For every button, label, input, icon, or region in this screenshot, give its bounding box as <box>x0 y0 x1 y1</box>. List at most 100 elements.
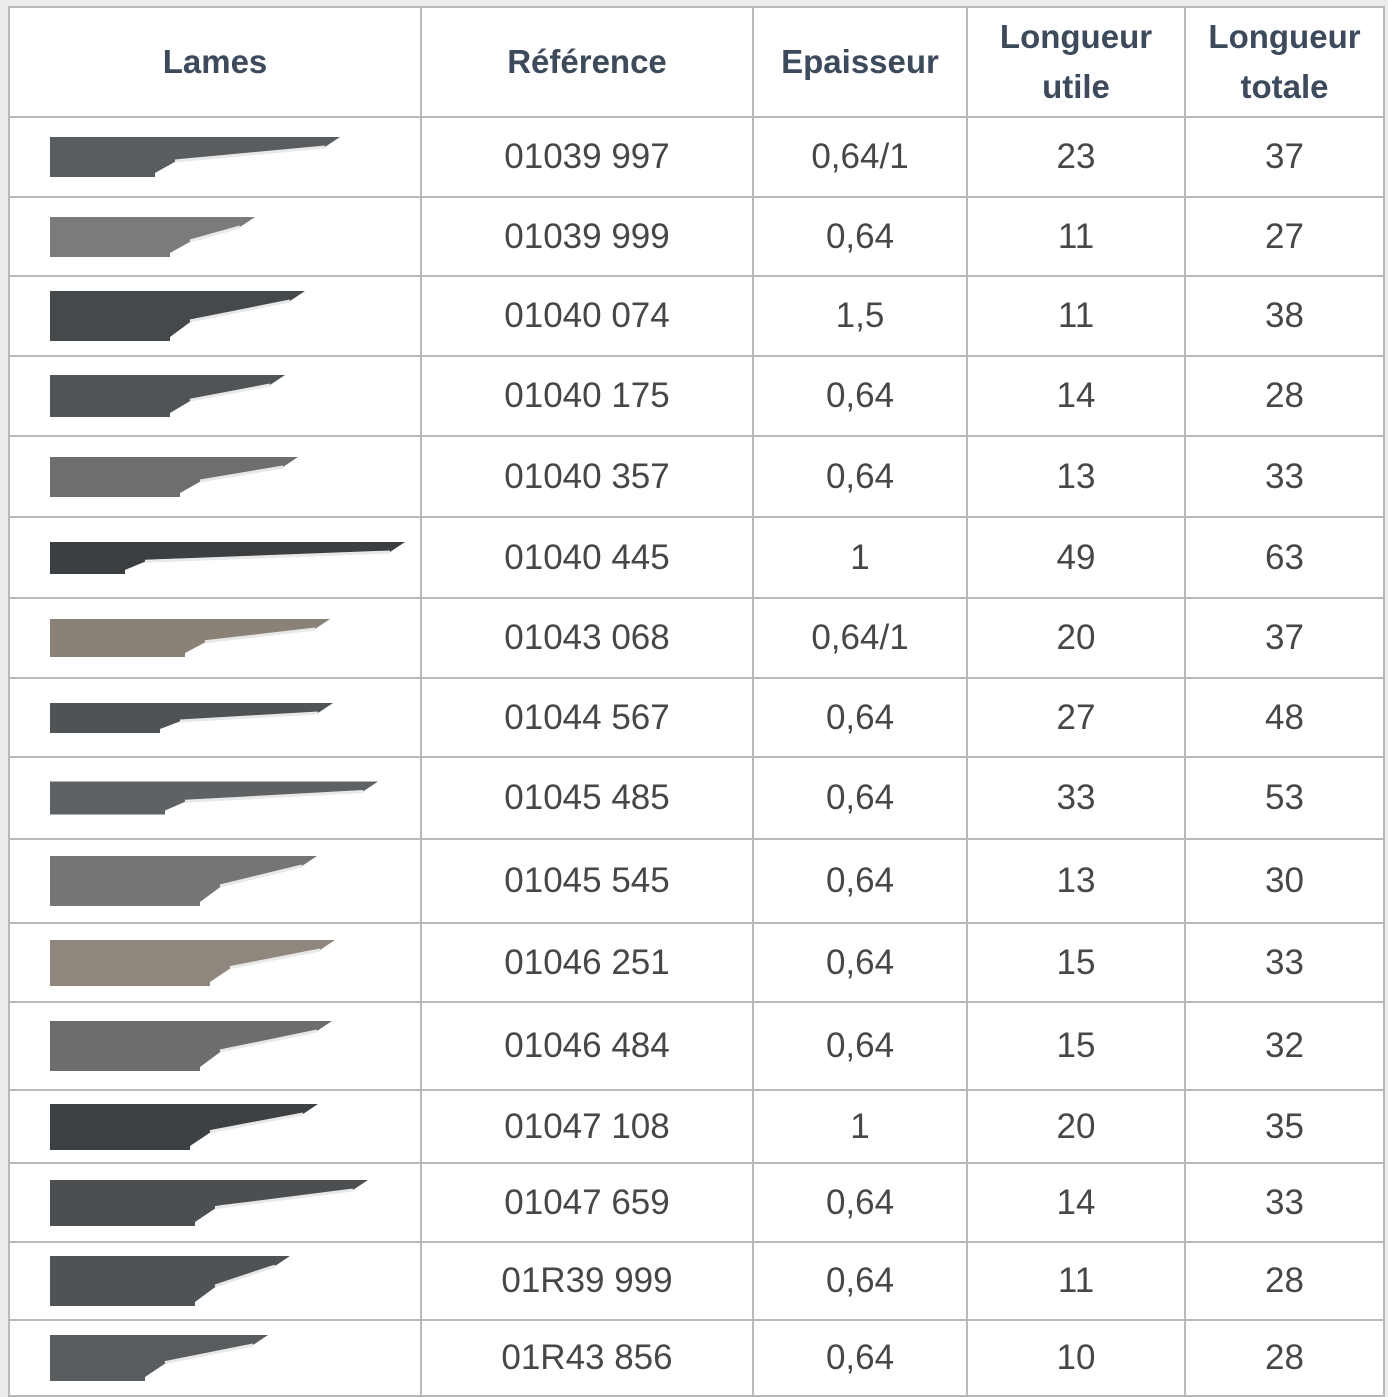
data-cell: 15 <box>967 1002 1185 1090</box>
data-cell: 33 <box>1185 923 1384 1002</box>
blade-image <box>50 447 420 507</box>
blade-image-cell <box>9 356 421 436</box>
data-cell: 33 <box>967 757 1185 839</box>
blade-image-cell <box>9 1320 421 1396</box>
blade-shape <box>50 703 333 733</box>
blade-image <box>50 127 420 187</box>
data-cell: 15 <box>967 923 1185 1002</box>
header-cell: Lames <box>9 7 421 117</box>
blade-shape <box>50 1104 318 1150</box>
blade-image <box>50 1097 420 1157</box>
data-cell: 01040 357 <box>421 436 753 517</box>
blade-shape <box>50 856 317 906</box>
blade-table-container: LamesRéférenceEpaisseurLongueur utileLon… <box>8 6 1385 1397</box>
data-cell: 0,64 <box>753 197 967 276</box>
blade-image <box>50 366 420 426</box>
header-cell: Longueur utile <box>967 7 1185 117</box>
blade-shape <box>50 1180 368 1226</box>
data-cell: 01043 068 <box>421 598 753 678</box>
data-cell: 28 <box>1185 1242 1384 1320</box>
blade-shape <box>50 940 335 986</box>
data-cell: 14 <box>967 356 1185 436</box>
blade-image-cell <box>9 678 421 757</box>
data-cell: 1 <box>753 1090 967 1163</box>
blade-image-cell <box>9 757 421 839</box>
data-cell: 13 <box>967 436 1185 517</box>
blade-image <box>50 768 420 828</box>
data-cell: 01045 545 <box>421 839 753 923</box>
data-cell: 63 <box>1185 517 1384 598</box>
data-cell: 20 <box>967 598 1185 678</box>
data-cell: 11 <box>967 1242 1185 1320</box>
blade-image <box>50 528 420 588</box>
blade-shape <box>50 137 340 177</box>
blade-row: 01R43 8560,641028 <box>9 1320 1384 1396</box>
data-cell: 53 <box>1185 757 1384 839</box>
blade-image <box>50 1016 420 1076</box>
blade-image <box>50 1328 420 1388</box>
data-cell: 28 <box>1185 356 1384 436</box>
data-cell: 01047 108 <box>421 1090 753 1163</box>
data-cell: 0,64/1 <box>753 598 967 678</box>
blade-shape <box>50 291 305 341</box>
data-cell: 38 <box>1185 276 1384 356</box>
blade-shape <box>50 217 255 257</box>
blade-image-cell <box>9 197 421 276</box>
blade-row: 01043 0680,64/12037 <box>9 598 1384 678</box>
blade-shape <box>50 375 285 417</box>
data-cell: 01039 997 <box>421 117 753 197</box>
data-cell: 0,64 <box>753 923 967 1002</box>
data-cell: 49 <box>967 517 1185 598</box>
header-cell: Epaisseur <box>753 7 967 117</box>
data-cell: 27 <box>1185 197 1384 276</box>
blade-image-cell <box>9 839 421 923</box>
data-cell: 0,64 <box>753 356 967 436</box>
blade-shape <box>50 619 330 657</box>
blade-shape <box>50 1256 290 1306</box>
blade-image-cell <box>9 1090 421 1163</box>
data-cell: 32 <box>1185 1002 1384 1090</box>
blade-image <box>50 851 420 911</box>
blade-image <box>50 207 420 267</box>
data-cell: 30 <box>1185 839 1384 923</box>
data-cell: 14 <box>967 1163 1185 1242</box>
blade-row: 01040 44514963 <box>9 517 1384 598</box>
data-cell: 13 <box>967 839 1185 923</box>
data-cell: 37 <box>1185 598 1384 678</box>
data-cell: 0,64 <box>753 1002 967 1090</box>
blade-shape <box>50 782 378 815</box>
blade-shape <box>50 457 298 497</box>
data-cell: 0,64 <box>753 1242 967 1320</box>
blade-shape <box>50 1021 332 1071</box>
data-cell: 01R43 856 <box>421 1320 753 1396</box>
data-cell: 01040 445 <box>421 517 753 598</box>
data-cell: 28 <box>1185 1320 1384 1396</box>
blade-image-cell <box>9 1242 421 1320</box>
blade-image-cell <box>9 1163 421 1242</box>
data-cell: 0,64 <box>753 1320 967 1396</box>
blade-image-cell <box>9 117 421 197</box>
data-cell: 11 <box>967 276 1185 356</box>
data-cell: 33 <box>1185 1163 1384 1242</box>
data-cell: 01045 485 <box>421 757 753 839</box>
header-cell: Référence <box>421 7 753 117</box>
blade-image-cell <box>9 517 421 598</box>
blade-image <box>50 1173 420 1233</box>
data-cell: 35 <box>1185 1090 1384 1163</box>
data-cell: 37 <box>1185 117 1384 197</box>
blade-image-cell <box>9 598 421 678</box>
data-cell: 11 <box>967 197 1185 276</box>
blade-image <box>50 688 420 748</box>
